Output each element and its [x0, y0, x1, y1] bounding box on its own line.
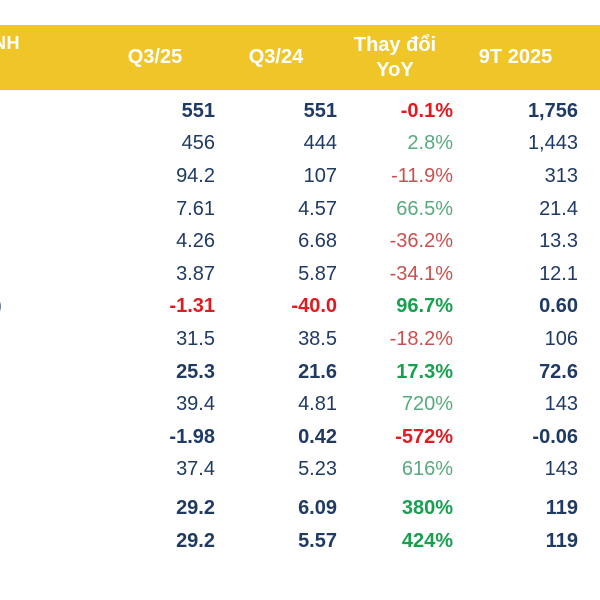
- table-row: 7.61 4.57 66.5% 21.4: [0, 193, 600, 226]
- cell-q3-24: 551: [303, 99, 337, 122]
- table-row: 31.5 38.5 -18.2% 106: [0, 323, 600, 356]
- cell-yoy-change: 66.5%: [396, 197, 453, 220]
- cell-q3-25: 551: [181, 99, 215, 122]
- cell-q3-24: 6.68: [298, 230, 337, 253]
- cell-9t-2025: 1,443: [527, 132, 578, 155]
- cell-q3-25: 4.26: [176, 230, 215, 253]
- table-header-row: NH Q3/25 Q3/24 Thay đổi YoY 9T 2025: [0, 25, 600, 90]
- cell-q3-25: 39.4: [176, 393, 215, 416]
- yoy-header-line2: YoY: [376, 58, 414, 81]
- cell-q3-24: 5.23: [298, 458, 337, 481]
- table-row: 29.2 5.57 424% 119: [0, 525, 600, 558]
- cell-q3-24: 5.57: [298, 529, 337, 552]
- cell-yoy-change: 17.3%: [396, 360, 453, 383]
- cell-q3-24: 6.09: [298, 496, 337, 519]
- table-row: 551 551 -0.1% 1,756: [0, 95, 600, 128]
- cell-q3-24: 38.5: [298, 327, 337, 350]
- row-label-fragment: ): [0, 295, 95, 318]
- table-row: 4.26 6.68 -36.2% 13.3: [0, 225, 600, 258]
- cell-q3-25: -1.31: [169, 295, 215, 318]
- cell-yoy-change: -36.2%: [389, 230, 453, 253]
- header-label-fragment: NH: [0, 33, 20, 53]
- cell-q3-25: 456: [181, 132, 215, 155]
- cell-9t-2025: 313: [544, 164, 578, 187]
- cell-q3-25: 94.2: [176, 164, 215, 187]
- column-header-yoy-change: Thay đổi YoY: [337, 33, 453, 83]
- table-row: 3.87 5.87 -34.1% 12.1: [0, 258, 600, 291]
- cell-9t-2025: 12.1: [539, 262, 578, 285]
- cell-9t-2025: 13.3: [539, 230, 578, 253]
- cell-yoy-change: -572%: [395, 425, 453, 448]
- cell-yoy-change: -34.1%: [389, 262, 453, 285]
- cell-q3-24: 21.6: [298, 360, 337, 383]
- table-body: 551 551 -0.1% 1,756 456 444 2.8% 1,443 94.2 107 -1…: [0, 95, 600, 557]
- cell-q3-25: -1.98: [169, 425, 215, 448]
- yoy-header-line1: Thay đổi: [353, 33, 437, 56]
- cell-yoy-change: 96.7%: [396, 295, 453, 318]
- cell-q3-25: 37.4: [176, 458, 215, 481]
- cell-q3-24: 444: [303, 132, 337, 155]
- table-row: 94.2 107 -11.9% 313: [0, 160, 600, 193]
- cell-yoy-change: 720%: [401, 393, 453, 416]
- cell-9t-2025: 1,756: [527, 99, 578, 122]
- table-row: 29.2 6.09 380% 119: [0, 492, 600, 525]
- cell-yoy-change: 424%: [401, 529, 453, 552]
- cell-9t-2025: 106: [544, 327, 578, 350]
- cell-9t-2025: 143: [544, 393, 578, 416]
- cell-q3-24: 4.81: [298, 393, 337, 416]
- cell-9t-2025: 119: [545, 529, 578, 552]
- cell-9t-2025: 0.60: [539, 295, 578, 318]
- table-row: 456 444 2.8% 1,443: [0, 128, 600, 161]
- cell-yoy-change: 380%: [401, 496, 453, 519]
- cell-yoy-change: 616%: [401, 458, 453, 481]
- cell-q3-25: 25.3: [176, 360, 215, 383]
- table-row: 25.3 21.6 17.3% 72.6: [0, 356, 600, 389]
- table-row: -1.98 0.42 -572% -0.06: [0, 421, 600, 454]
- table-row: ) -1.31 -40.0 96.7% 0.60: [0, 291, 600, 324]
- cell-q3-24: 4.57: [298, 197, 337, 220]
- cell-q3-24: -40.0: [291, 295, 337, 318]
- cell-q3-25: 29.2: [176, 496, 215, 519]
- cell-q3-25: 7.61: [176, 197, 215, 220]
- table-row: 37.4 5.23 616% 143: [0, 454, 600, 487]
- cell-q3-25: 3.87: [176, 262, 215, 285]
- cell-q3-25: 29.2: [176, 529, 215, 552]
- column-header-q3-24: Q3/24: [248, 46, 304, 68]
- cell-q3-25: 31.5: [176, 327, 215, 350]
- cell-q3-24: 5.87: [298, 262, 337, 285]
- cell-q3-24: 107: [303, 164, 337, 187]
- cell-9t-2025: -0.06: [532, 425, 578, 448]
- table-row: 39.4 4.81 720% 143: [0, 388, 600, 421]
- cell-9t-2025: 119: [545, 496, 578, 519]
- column-header-9t-2025: 9T 2025: [478, 46, 553, 68]
- cell-yoy-change: -11.9%: [391, 164, 453, 187]
- column-header-q3-25: Q3/25: [127, 46, 183, 68]
- cell-9t-2025: 143: [544, 458, 578, 481]
- cell-9t-2025: 21.4: [539, 197, 578, 220]
- cell-yoy-change: -0.1%: [400, 99, 453, 122]
- cell-yoy-change: 2.8%: [407, 132, 453, 155]
- cell-q3-24: 0.42: [298, 425, 337, 448]
- cell-yoy-change: -18.2%: [389, 327, 453, 350]
- cell-9t-2025: 72.6: [539, 360, 578, 383]
